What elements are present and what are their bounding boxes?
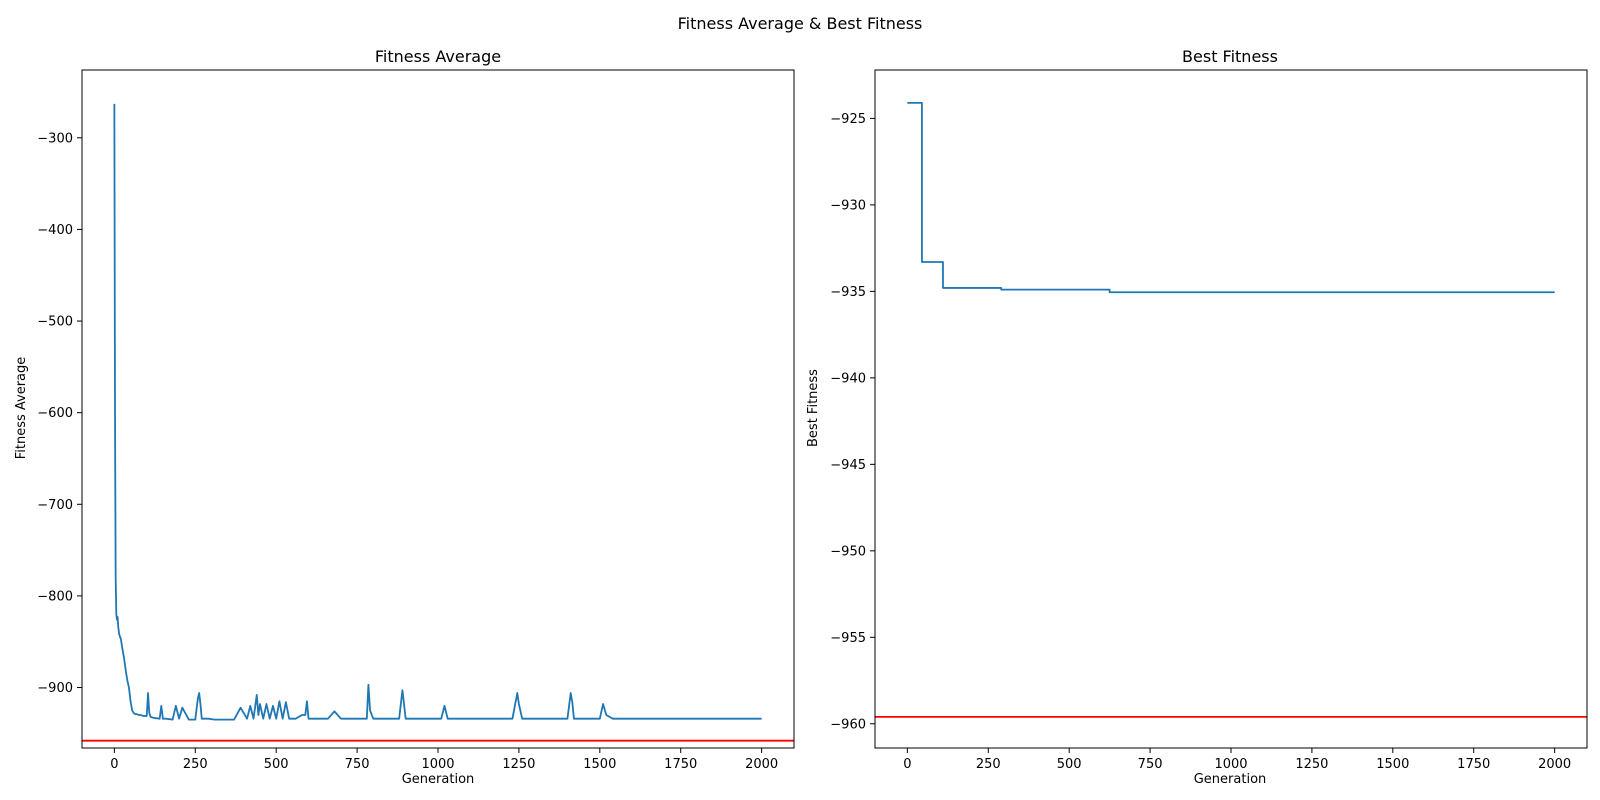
series-line-0 — [907, 101, 1555, 294]
y-tick-label: −925 — [830, 112, 866, 127]
x-tick-label: 250 — [976, 757, 1001, 772]
x-tick-label: 2000 — [1538, 757, 1571, 772]
x-tick-label: 1000 — [421, 757, 454, 772]
y-tick-label: −945 — [830, 458, 866, 473]
y-tick-label: −600 — [37, 406, 73, 421]
x-tick-label: 1000 — [1214, 757, 1247, 772]
x-axis-label: Generation — [402, 772, 475, 787]
x-tick-label: 250 — [183, 757, 208, 772]
x-tick-label: 1250 — [1295, 757, 1328, 772]
x-tick-label: 2000 — [745, 757, 778, 772]
figure-suptitle: Fitness Average & Best Fitness — [678, 14, 923, 33]
y-axis-label: Best Fitness — [806, 369, 821, 447]
x-tick-label: 1500 — [583, 757, 616, 772]
x-axis-label: Generation — [1194, 772, 1267, 787]
x-tick-label: 500 — [1057, 757, 1082, 772]
x-tick-label: 500 — [264, 757, 289, 772]
y-tick-label: −960 — [830, 717, 866, 732]
x-tick-label: 0 — [903, 757, 911, 772]
x-tick-label: 1750 — [664, 757, 697, 772]
y-tick-label: −700 — [37, 498, 73, 513]
y-tick-label: −500 — [37, 315, 73, 330]
x-tick-label: 750 — [1138, 757, 1163, 772]
y-axis-label: Fitness Average — [14, 357, 29, 460]
x-tick-label: 1250 — [502, 757, 535, 772]
series-line-0 — [113, 103, 762, 721]
y-tick-label: −930 — [830, 198, 866, 213]
chart-title: Best Fitness — [1182, 47, 1278, 66]
y-tick-label: −900 — [37, 681, 73, 696]
y-tick-label: −940 — [830, 371, 866, 386]
x-tick-label: 1750 — [1457, 757, 1490, 772]
x-tick-label: 750 — [345, 757, 370, 772]
y-tick-label: −300 — [37, 131, 73, 146]
y-tick-label: −950 — [830, 544, 866, 559]
y-tick-label: −935 — [830, 285, 866, 300]
y-tick-label: −800 — [37, 589, 73, 604]
y-tick-label: −955 — [830, 631, 866, 646]
x-tick-label: 1500 — [1376, 757, 1409, 772]
fitness-average-chart: Fitness Average Generation Fitness Avera… — [14, 47, 795, 787]
y-tick-label: −400 — [37, 223, 73, 238]
best-fitness-chart: Best Fitness Generation Best Fitness 0 25… — [806, 47, 1588, 787]
chart-title: Fitness Average — [375, 47, 501, 66]
x-tick-label: 0 — [110, 757, 118, 772]
